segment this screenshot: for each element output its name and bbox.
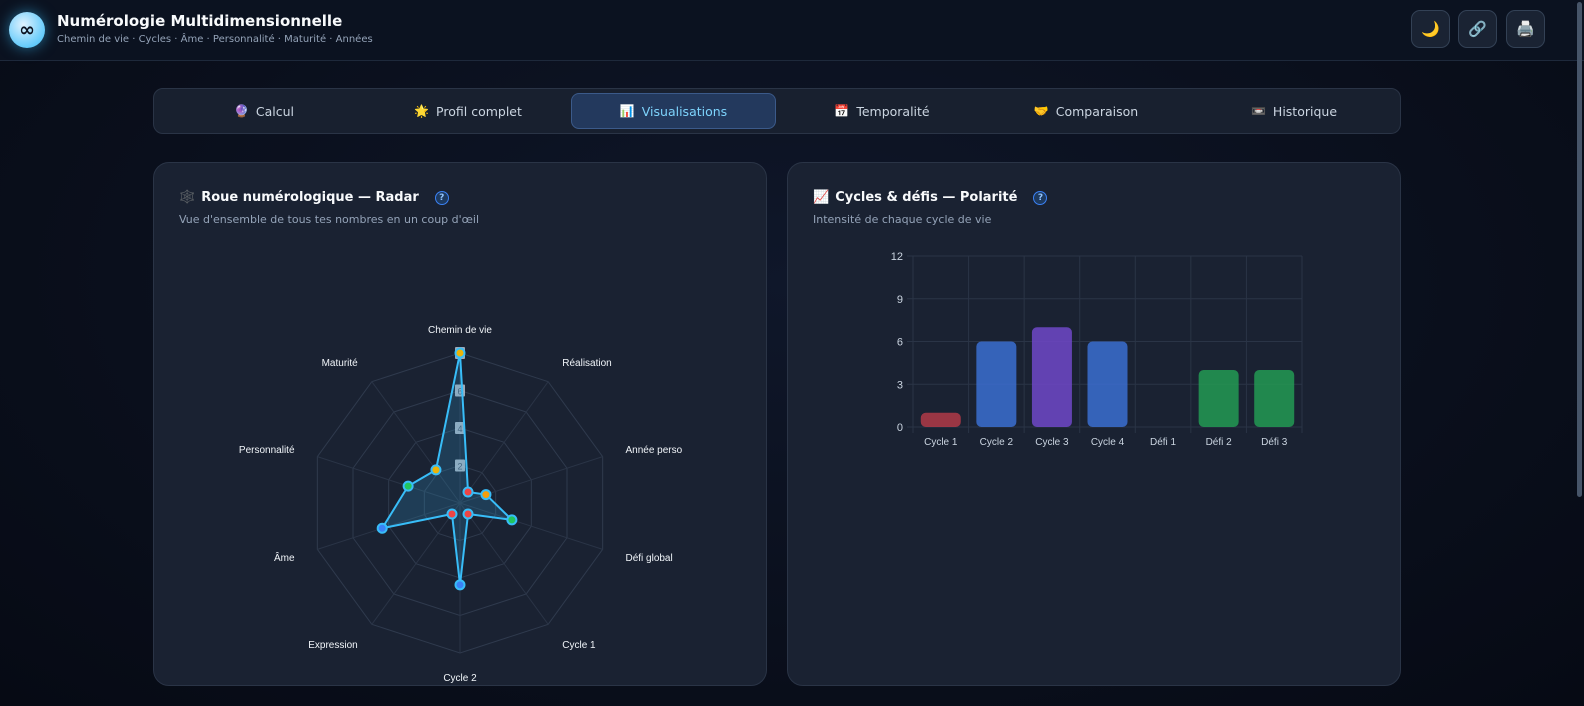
crystal-ball-icon: 🔮 xyxy=(233,104,249,118)
radar-tick-label: 6 xyxy=(457,387,462,397)
radar-point xyxy=(446,508,458,520)
tab-label: Calcul xyxy=(255,103,295,119)
radar-axis-label: Âme xyxy=(274,551,295,564)
theme-toggle-button[interactable]: 🌙 xyxy=(1411,10,1450,48)
chart-up-icon: 📈 xyxy=(813,190,830,205)
radar-spoke xyxy=(459,502,603,550)
radar-axis-label: Cycle 2 xyxy=(443,673,477,684)
bar-card-title: 📈 Cycles & défis — Polarité ? xyxy=(813,190,1048,205)
radar-tick-backdrop xyxy=(455,459,465,472)
radar-point xyxy=(430,464,442,476)
bar-chart-icon: 📊 xyxy=(619,104,635,118)
tab-calcul[interactable]: 🔮 Calcul xyxy=(162,93,366,129)
bar xyxy=(920,412,961,427)
radar-tick-backdrop xyxy=(455,422,465,434)
radar-axis-label: Défi global xyxy=(625,553,672,564)
tab-temporalite[interactable]: 📅 Temporalité xyxy=(780,93,984,129)
tab-label: Comparaison xyxy=(1055,103,1139,119)
radar-spoke xyxy=(371,502,461,625)
radar-spoke xyxy=(459,381,549,504)
radar-point xyxy=(402,480,414,492)
bar xyxy=(1198,370,1239,427)
bar-category-label: Cycle 2 xyxy=(980,437,1014,448)
moon-icon: 🌙 xyxy=(1421,20,1440,38)
radar-help-icon[interactable]: ? xyxy=(434,190,449,205)
wheel-icon: 🕸️ xyxy=(179,190,196,205)
radar-tick-label: 2 xyxy=(457,462,462,472)
calendar-icon: 📅 xyxy=(834,104,850,118)
tab-comparaison[interactable]: 🤝 Comparaison xyxy=(984,93,1188,129)
sun-icon: 🌟 xyxy=(414,104,430,118)
radar-axis-label: Cycle 1 xyxy=(562,640,596,651)
tab-label: Visualisations xyxy=(641,103,728,119)
radar-axis-label: Année perso xyxy=(625,445,682,456)
bar-category-label: Défi 1 xyxy=(1150,437,1177,448)
radar-point xyxy=(462,486,474,498)
share-link-button[interactable]: 🔗 xyxy=(1458,10,1497,48)
radar-spoke xyxy=(317,456,461,504)
radar-axis-label: Maturité xyxy=(322,358,359,369)
handshake-icon: 🤝 xyxy=(1033,104,1049,118)
bar-y-tick-label: 12 xyxy=(891,251,903,263)
radar-point xyxy=(376,522,388,534)
tab-visualisations[interactable]: 📊 Visualisations xyxy=(571,93,776,129)
app-title: Numérologie Multidimensionnelle xyxy=(57,12,343,30)
tab-profil-complet[interactable]: 🌟 Profil complet xyxy=(366,93,570,129)
tab-historique[interactable]: 📼 Historique xyxy=(1192,93,1396,129)
radar-axis-label: Chemin de vie xyxy=(428,325,492,336)
bar-category-label: Cycle 3 xyxy=(1035,437,1069,448)
bar-title-text: Cycles & défis — Polarité xyxy=(835,190,1018,205)
main-tabs: 🔮 Calcul 🌟 Profil complet 📊 Visualisatio… xyxy=(153,88,1401,134)
app-subtitle: Chemin de vie · Cycles · Âme · Personnal… xyxy=(57,34,373,45)
radar-spoke xyxy=(371,381,461,504)
bar-help-icon[interactable]: ? xyxy=(1033,190,1048,205)
radar-title-text: Roue numérologique — Radar xyxy=(201,190,419,205)
print-button[interactable]: 🖨️ xyxy=(1506,10,1545,48)
tab-label: Temporalité xyxy=(856,103,930,119)
radar-axis-label: Réalisation xyxy=(562,358,611,369)
radar-card-title: 🕸️ Roue numérologique — Radar ? xyxy=(179,190,449,205)
bar-chart: 0 3 6 9 12 Cycle 1 Cycle 2 Cycle 3 Cycle 4 Défi 1… xyxy=(891,251,1303,448)
radar-series-line xyxy=(381,352,513,586)
radar-point xyxy=(454,347,466,359)
radar-point xyxy=(480,489,492,501)
radar-spoke xyxy=(459,502,549,625)
bar-y-tick-label: 3 xyxy=(897,379,903,391)
infinity-logo-icon: ∞ xyxy=(9,12,45,48)
bar-card: 📈 Cycles & défis — Polarité ? Intensité … xyxy=(787,162,1401,686)
radar-axis-label: Expression xyxy=(308,640,357,651)
radar-point xyxy=(506,514,518,526)
radar-card-subtitle: Vue d'ensemble de tous tes nombres en un… xyxy=(179,213,480,226)
radar-card: 🕸️ Roue numérologique — Radar ? Vue d'en… xyxy=(153,162,767,686)
bar-y-tick-label: 0 xyxy=(897,422,903,434)
radar-point xyxy=(454,579,466,591)
bar-category-label: Cycle 4 xyxy=(1091,437,1125,448)
page-scrollbar[interactable] xyxy=(1577,2,1582,497)
bar-category-label: Cycle 1 xyxy=(924,437,958,448)
bar xyxy=(1254,370,1295,427)
radar-point xyxy=(462,508,474,520)
tab-label: Historique xyxy=(1272,103,1338,119)
tab-label: Profil complet xyxy=(436,103,522,119)
bar-category-label: Défi 2 xyxy=(1206,437,1233,448)
bar-y-tick-label: 6 xyxy=(897,337,903,349)
radar-axis-label: Personnalité xyxy=(239,445,295,456)
bar xyxy=(1087,341,1128,427)
bar-card-subtitle: Intensité de chaque cycle de vie xyxy=(813,213,992,226)
bar xyxy=(976,341,1017,427)
radar-tick-label: 4 xyxy=(457,424,462,434)
printer-icon: 🖨️ xyxy=(1516,20,1535,38)
bar xyxy=(1031,327,1072,427)
app-header: ∞ Numérologie Multidimensionnelle Chemin… xyxy=(0,0,1584,61)
archive-icon: 📼 xyxy=(1250,104,1266,118)
link-icon: 🔗 xyxy=(1468,20,1487,38)
bar-y-tick-label: 9 xyxy=(897,294,903,306)
bar-category-label: Défi 3 xyxy=(1261,437,1288,448)
